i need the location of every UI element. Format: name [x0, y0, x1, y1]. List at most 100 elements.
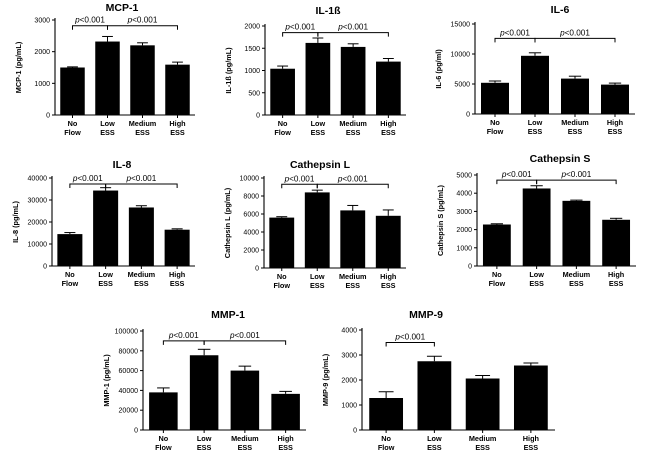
x-category-label: Medium ESS — [563, 270, 591, 288]
y-tick-label: 3000 — [34, 18, 50, 25]
x-category-label-line: Flow — [378, 443, 395, 452]
bar — [376, 61, 401, 115]
chart-title: MMP-1 — [211, 309, 245, 321]
significance-label: p<0.001 — [499, 28, 530, 37]
bar — [513, 365, 548, 430]
x-category-label-line: ESS — [278, 443, 293, 452]
x-category-label-line: ESS — [608, 127, 623, 136]
y-tick-label: 5000 — [454, 82, 470, 89]
x-category-label-line: Medium — [339, 119, 367, 128]
x-category-label-line: No — [490, 118, 500, 127]
significance-value: <0.001 — [235, 331, 261, 340]
significance-bracket — [494, 37, 536, 43]
bar — [164, 229, 190, 266]
significance-value: <0.001 — [290, 23, 316, 32]
significance-bracket — [385, 342, 435, 347]
x-category-label: High ESS — [380, 272, 396, 290]
y-tick-label: 10000 — [451, 52, 471, 59]
x-category-label-line: Flow — [489, 279, 506, 288]
x-category-label: No Flow — [62, 270, 79, 288]
chart-title: IL-1ß — [315, 5, 341, 17]
x-category-label-line: No — [492, 270, 502, 279]
y-tick-label: 1500 — [244, 46, 260, 53]
x-category-label-line: No — [277, 272, 287, 281]
y-axis-label: MMP-9 (pg/mL) — [321, 353, 330, 406]
chart-title: Cathepsin S — [530, 153, 591, 165]
y-tick-label: 2000 — [456, 227, 472, 234]
significance-p: p — [127, 16, 133, 25]
x-category-label: High ESS — [523, 434, 539, 452]
x-category-label: High ESS — [169, 270, 185, 288]
x-category-label-line: Flow — [62, 279, 79, 288]
x-category-label: High ESS — [169, 119, 185, 137]
significance-p: p — [229, 331, 235, 340]
significance-label: p<0.001 — [337, 174, 368, 183]
significance-value: <0.001 — [77, 174, 103, 183]
significance-bracket — [534, 37, 616, 43]
x-category-label: No Flow — [487, 118, 504, 136]
x-category-label: High ESS — [278, 434, 294, 452]
bar — [60, 67, 85, 115]
x-category-label: No Flow — [378, 434, 395, 452]
significance-label: p<0.001 — [127, 16, 158, 25]
bar — [305, 42, 331, 115]
y-axis-label: MCP-1 (pg/mL) — [14, 41, 23, 93]
bar — [522, 188, 551, 266]
x-category-label-line: High — [169, 270, 185, 279]
y-tick-label: 0 — [466, 112, 470, 119]
bar — [93, 190, 119, 266]
x-category-label: Low ESS — [528, 118, 543, 136]
x-category-label-line: ESS — [98, 279, 113, 288]
significance-label: p<0.001 — [284, 174, 315, 183]
x-category-label-line: No — [278, 119, 288, 128]
x-category-label: Low ESS — [197, 434, 212, 452]
significance-p: p — [394, 333, 400, 342]
significance-label: p<0.001 — [560, 170, 591, 179]
significance-value: <0.001 — [131, 174, 157, 183]
y-axis-label: IL-1ß (pg/mL) — [224, 47, 233, 94]
significance-value: <0.001 — [80, 16, 106, 25]
y-tick-label: 1000 — [244, 68, 260, 75]
y-axis-label: IL-6 (pg/ml) — [434, 49, 443, 89]
x-category-label: No Flow — [489, 270, 506, 288]
y-tick-label: 2000 — [341, 378, 357, 385]
y-tick-label: 30000 — [28, 198, 48, 205]
y-tick-label: 2000 — [244, 24, 260, 31]
significance-p: p — [501, 170, 507, 179]
y-tick-label: 4000 — [456, 191, 472, 198]
significance-value: <0.001 — [173, 331, 199, 340]
significance-bracket — [107, 25, 178, 30]
significance-p: p — [168, 331, 174, 340]
x-category-label-line: ESS — [170, 279, 185, 288]
significance-p: p — [560, 170, 566, 179]
y-tick-label: 0 — [43, 264, 47, 271]
x-category-label-line: High — [608, 270, 624, 279]
y-axis-label: MMP-1 (pg/mL) — [102, 354, 111, 407]
x-category-label-line: Low — [311, 119, 326, 128]
x-category-label: Medium ESS — [128, 270, 156, 288]
x-category-label-line: High — [523, 434, 539, 443]
chart-title: IL-6 — [551, 4, 570, 16]
chart-title: IL-8 — [113, 159, 132, 171]
bar — [95, 41, 120, 115]
y-tick-label: 40000 — [28, 176, 48, 183]
y-axis-label: IL-8 (pg/mL) — [11, 201, 20, 243]
y-tick-label: 0 — [468, 264, 472, 271]
x-category-label: Medium ESS — [129, 119, 157, 137]
significance-value: <0.001 — [343, 23, 369, 32]
significance-p: p — [499, 28, 505, 37]
y-tick-label: 6000 — [243, 212, 259, 219]
bar — [128, 207, 154, 266]
x-category-label: Low ESS — [100, 119, 115, 137]
y-tick-label: 1000 — [341, 403, 357, 410]
bar — [270, 68, 295, 115]
significance-label: p<0.001 — [501, 170, 532, 179]
significance-bracket — [536, 179, 617, 185]
x-category-label: Low ESS — [98, 270, 113, 288]
bar — [561, 78, 589, 114]
y-tick-label: 100000 — [115, 329, 138, 336]
x-category-label-line: ESS — [475, 443, 490, 452]
